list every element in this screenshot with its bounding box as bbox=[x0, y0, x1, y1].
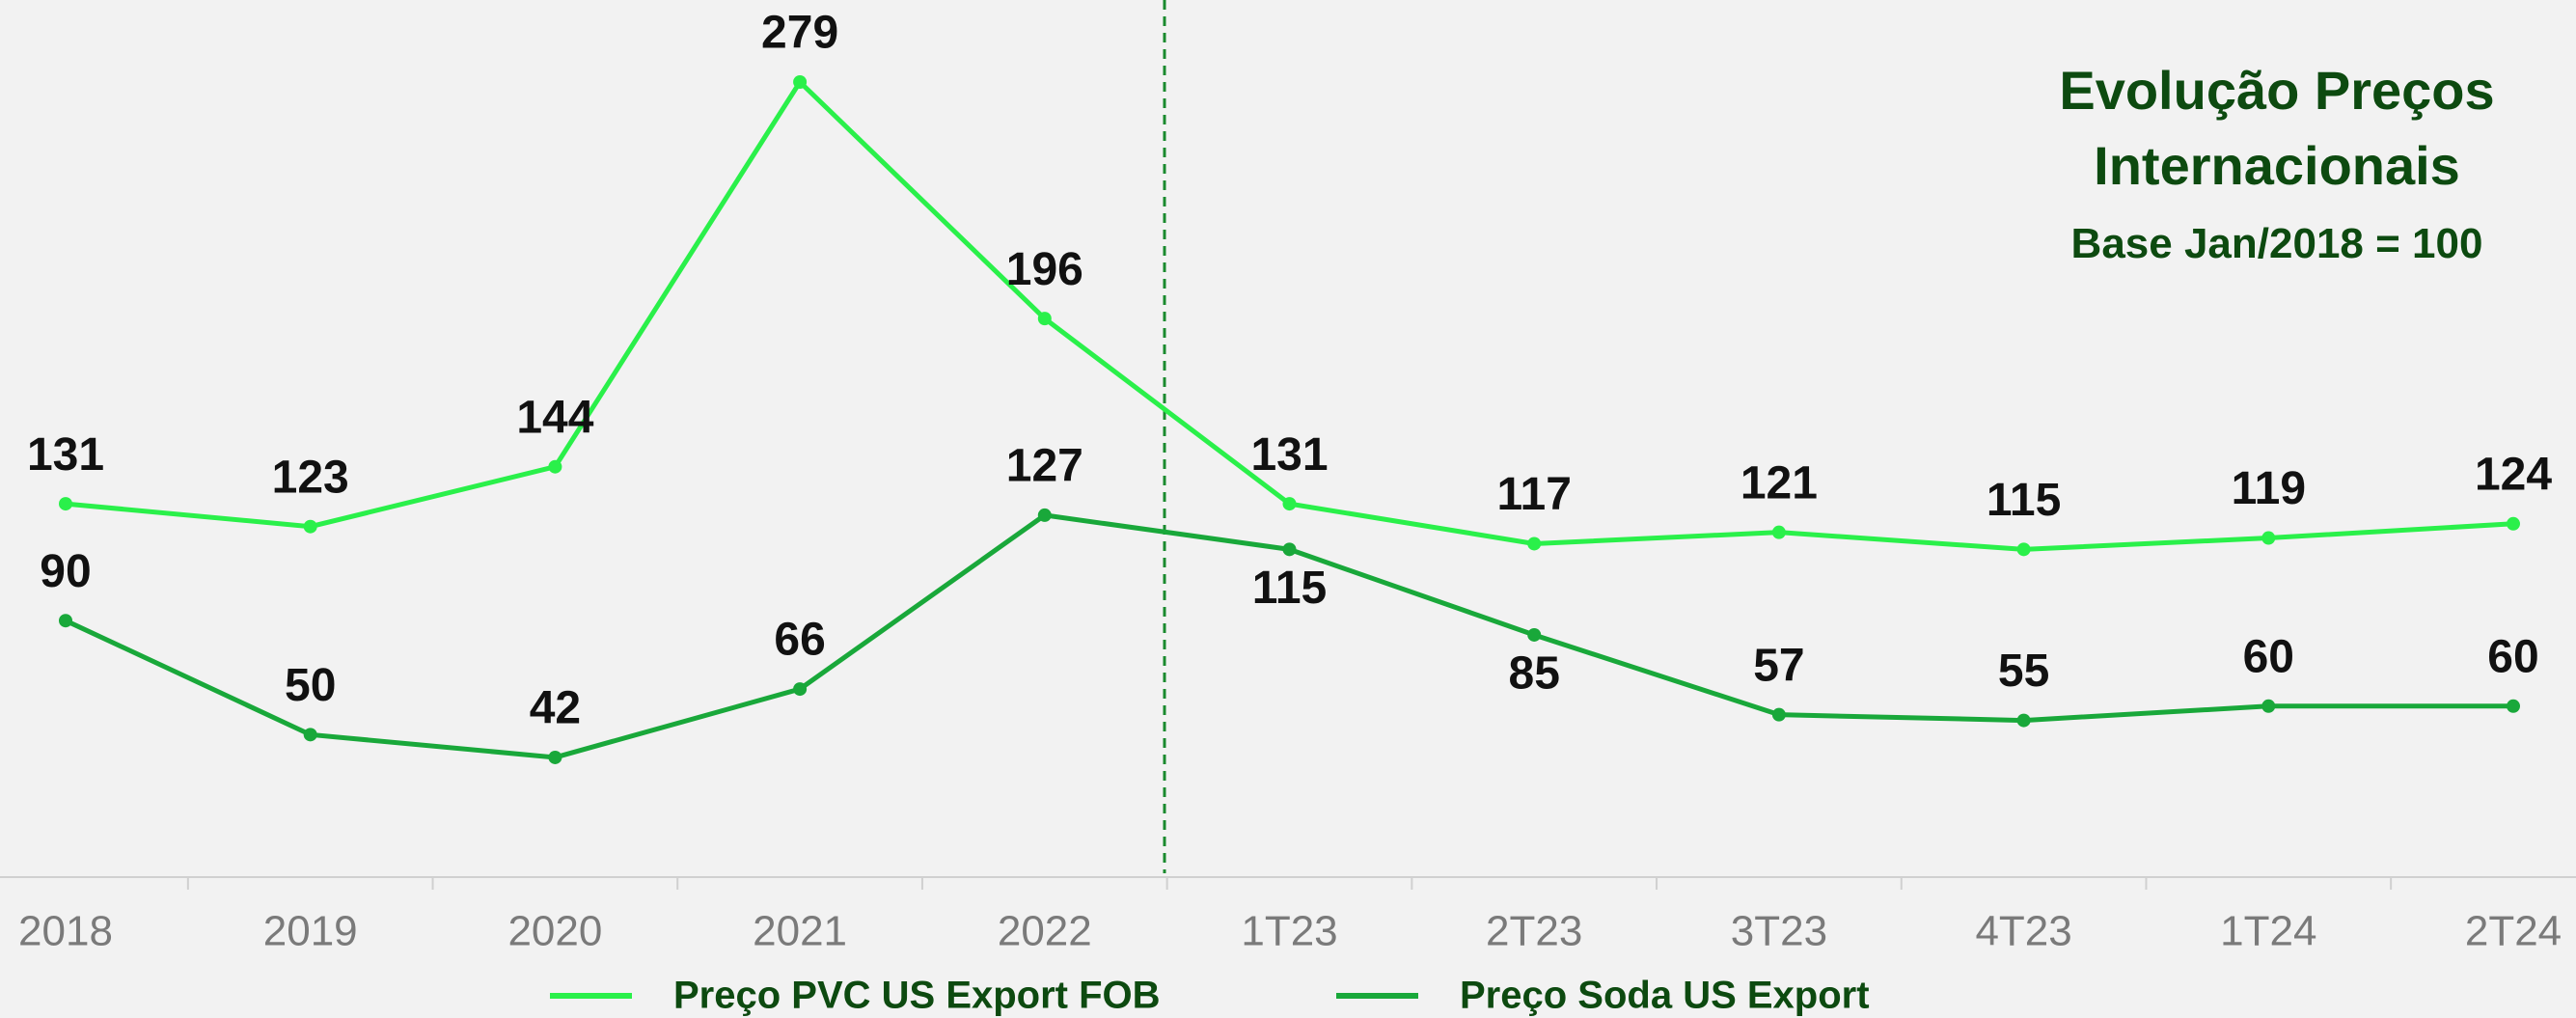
data-point bbox=[1037, 508, 1052, 522]
data-point bbox=[548, 459, 562, 474]
data-point bbox=[1527, 537, 1542, 551]
data-label: 60 bbox=[2243, 631, 2294, 682]
data-point bbox=[1771, 525, 1786, 539]
x-tick-label: 1T24 bbox=[2220, 908, 2316, 955]
data-label: 57 bbox=[1753, 640, 1804, 691]
data-point bbox=[303, 519, 317, 534]
data-label: 55 bbox=[1998, 646, 2049, 697]
data-label: 115 bbox=[1252, 563, 1327, 614]
data-label: 196 bbox=[1006, 244, 1083, 295]
data-point bbox=[59, 497, 72, 511]
data-point bbox=[2261, 699, 2276, 713]
data-label: 279 bbox=[761, 8, 838, 59]
data-label: 124 bbox=[2475, 449, 2552, 500]
data-label: 66 bbox=[774, 615, 825, 666]
data-point bbox=[1771, 707, 1786, 722]
data-point bbox=[2261, 531, 2276, 545]
data-label: 119 bbox=[2232, 463, 2306, 514]
data-point bbox=[2507, 516, 2520, 531]
data-label: 144 bbox=[516, 392, 593, 443]
x-tick-label: 4T23 bbox=[1975, 908, 2071, 955]
x-tick-label: 2T24 bbox=[2465, 908, 2562, 955]
x-tick-label: 2T23 bbox=[1486, 908, 1582, 955]
data-point bbox=[2016, 542, 2031, 557]
data-label: 131 bbox=[1250, 429, 1328, 481]
x-tick-label: 2018 bbox=[18, 908, 113, 955]
data-point bbox=[2507, 699, 2520, 713]
chart-subtitle: Base Jan/2018 = 100 bbox=[2070, 220, 2483, 267]
data-label: 127 bbox=[1006, 441, 1083, 492]
legend-label: Preço PVC US Export FOB bbox=[673, 975, 1161, 1017]
data-label: 50 bbox=[285, 660, 336, 711]
data-point bbox=[59, 614, 72, 628]
data-label: 117 bbox=[1496, 469, 1571, 520]
legend-label: Preço Soda US Export bbox=[1460, 975, 1870, 1017]
x-tick-label: 2020 bbox=[507, 908, 602, 955]
data-point bbox=[1527, 627, 1542, 642]
x-tick-label: 3T23 bbox=[1731, 908, 1827, 955]
data-label: 90 bbox=[40, 546, 91, 597]
data-point bbox=[1282, 542, 1297, 557]
data-label: 115 bbox=[1987, 475, 2061, 526]
chart-title: Evolução Preços Internacionais bbox=[2059, 60, 2495, 196]
data-label: 123 bbox=[272, 452, 349, 503]
data-point bbox=[793, 682, 808, 697]
data-label: 42 bbox=[530, 683, 581, 734]
x-tick-label: 2021 bbox=[753, 908, 847, 955]
data-label: 60 bbox=[2487, 631, 2538, 682]
data-label: 85 bbox=[1509, 648, 1560, 700]
data-point bbox=[548, 750, 562, 764]
x-tick-label: 2022 bbox=[998, 908, 1092, 955]
data-label: 131 bbox=[27, 429, 104, 481]
x-tick-label: 1T23 bbox=[1241, 908, 1337, 955]
data-point bbox=[1282, 497, 1297, 511]
x-tick-label: 2019 bbox=[263, 908, 358, 955]
data-label: 121 bbox=[1740, 457, 1818, 509]
data-point bbox=[2016, 713, 2031, 728]
data-point bbox=[793, 75, 808, 89]
data-point bbox=[1037, 312, 1052, 326]
data-point bbox=[303, 728, 317, 742]
